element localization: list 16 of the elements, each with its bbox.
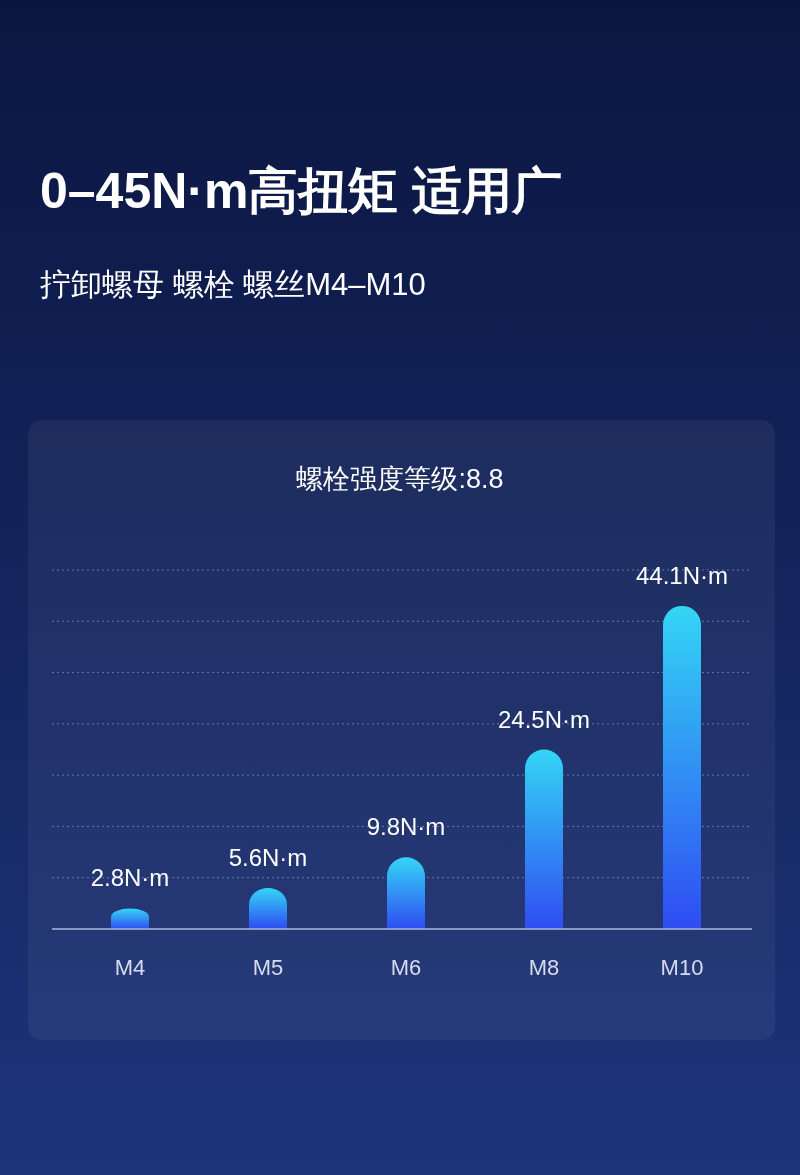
chart-title: 螺栓强度等级:8.8 — [296, 464, 504, 494]
bar — [387, 857, 425, 929]
data-label: 9.8N·m — [366, 813, 446, 841]
text: 拧卸螺母 螺栓 螺丝M4–M10 — [40, 267, 426, 302]
x-tick-label: M5 — [252, 955, 284, 980]
data-label: 5.6N·m — [228, 843, 308, 871]
bar — [525, 749, 563, 929]
x-tick-label: M10 — [660, 955, 704, 980]
data-label: 2.8N·m — [90, 864, 170, 892]
text: 0–45N·m高扭矩 适用广 — [40, 163, 563, 219]
data-label: 44.1N·m — [635, 561, 729, 589]
bar — [663, 605, 701, 929]
x-tick-label: M6 — [390, 955, 422, 980]
x-tick-label: M8 — [528, 955, 560, 980]
x-tick-label: M4 — [114, 955, 146, 980]
data-label: 24.5N·m — [497, 705, 591, 733]
